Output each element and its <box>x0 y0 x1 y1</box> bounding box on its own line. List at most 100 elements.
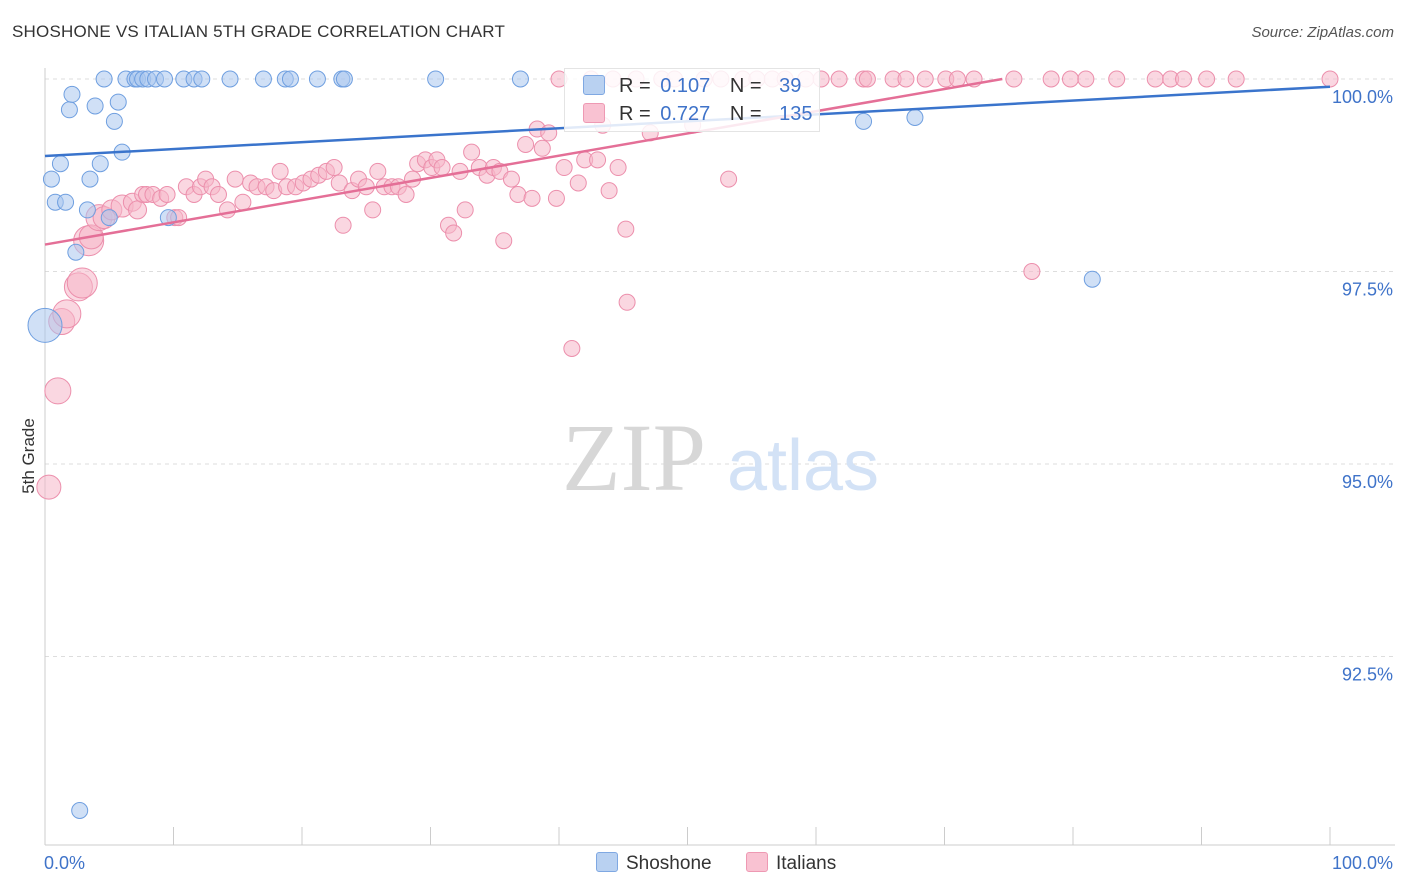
data-point <box>226 170 244 188</box>
data-point <box>67 243 85 261</box>
data-point <box>1198 70 1216 88</box>
data-point <box>523 189 541 207</box>
x-tick-label: 100.0% <box>1332 853 1393 873</box>
data-point <box>325 159 343 177</box>
legend-label: Shoshone <box>626 853 712 874</box>
watermark-zip: ZIP <box>562 404 706 511</box>
data-point <box>193 70 211 88</box>
r-label: R = <box>619 103 651 125</box>
data-point <box>618 293 636 311</box>
data-point <box>364 201 382 219</box>
data-point <box>218 201 236 219</box>
data-point <box>234 193 252 211</box>
data-point <box>27 307 63 343</box>
data-point <box>44 377 72 405</box>
stats-row-shoshone: R = 0.107 N = 39 <box>583 75 801 101</box>
data-point <box>609 159 627 177</box>
data-point <box>509 186 527 203</box>
y-tick-label: 95.0% <box>1342 472 1393 492</box>
data-point <box>91 155 109 173</box>
data-point <box>369 162 387 180</box>
data-point <box>109 93 127 111</box>
series-shoshone <box>27 70 1101 819</box>
data-point <box>1175 70 1193 88</box>
data-point <box>463 143 481 161</box>
data-point <box>334 216 352 234</box>
data-point <box>105 112 123 130</box>
data-point <box>221 70 239 88</box>
swatch-shoshone <box>583 75 605 95</box>
data-point <box>533 139 551 157</box>
chart-title: SHOSHONE VS ITALIAN 5TH GRADE CORRELATIO… <box>12 22 506 41</box>
data-point <box>156 70 174 88</box>
n-value: 135 <box>779 103 813 125</box>
legend-item-italians: Italians <box>746 852 836 875</box>
data-point <box>1005 70 1023 88</box>
data-point <box>42 170 60 188</box>
data-point <box>555 159 573 177</box>
legend-label: Italians <box>776 853 837 874</box>
data-point <box>95 70 113 88</box>
data-point <box>1108 70 1126 88</box>
data-point <box>100 209 118 227</box>
data-point <box>1321 70 1339 88</box>
data-point <box>330 174 348 192</box>
source-credit: Source: ZipAtlas.com <box>1251 24 1394 41</box>
swatch-italians <box>583 103 605 123</box>
stats-row-italians: R = 0.727 N = 135 <box>583 103 813 129</box>
data-point <box>617 220 635 238</box>
data-point <box>397 186 415 203</box>
y-tick-label: 97.5% <box>1342 280 1393 300</box>
data-point <box>906 109 924 126</box>
watermark-atlas: atlas <box>727 426 879 506</box>
data-point <box>36 474 62 500</box>
data-point <box>563 340 581 357</box>
y-tick-label: 92.5% <box>1342 665 1393 685</box>
r-label: R = <box>619 75 651 97</box>
data-point <box>128 200 148 220</box>
data-point <box>511 70 529 88</box>
data-point <box>1042 70 1060 88</box>
data-point <box>158 186 176 203</box>
data-point <box>1077 70 1095 88</box>
trend-line-italians <box>44 77 1003 246</box>
data-point <box>427 70 445 88</box>
data-point <box>71 802 89 819</box>
data-point <box>1023 263 1041 280</box>
data-point <box>1146 70 1164 88</box>
axes <box>44 68 1395 846</box>
data-point <box>456 201 474 219</box>
data-point <box>308 70 326 88</box>
data-point <box>502 170 520 188</box>
swatch-italians <box>746 852 768 872</box>
data-point <box>209 186 227 203</box>
data-point <box>1083 270 1101 288</box>
r-value: 0.107 <box>660 75 711 97</box>
data-point <box>281 70 299 88</box>
data-point <box>445 224 463 242</box>
n-value: 39 <box>779 75 802 97</box>
data-point <box>57 193 75 211</box>
data-point <box>897 70 915 88</box>
y-axis-label: 5th Grade <box>19 418 38 494</box>
data-point <box>720 170 738 188</box>
data-point <box>858 70 876 88</box>
stats-legend: R = 0.107 N = 39 R = 0.727 N = 135 <box>564 68 820 132</box>
y-tick-label: 100.0% <box>1332 87 1393 107</box>
data-point <box>1227 70 1245 88</box>
data-point <box>830 70 848 88</box>
data-point <box>78 201 96 219</box>
watermark: ZIP atlas <box>562 404 879 511</box>
n-label: N = <box>729 103 762 125</box>
data-point <box>51 155 69 173</box>
data-point <box>1061 70 1079 88</box>
data-point <box>495 232 513 250</box>
data-point <box>81 170 99 188</box>
data-point <box>569 174 587 192</box>
gridlines <box>45 78 1395 657</box>
n-label: N = <box>729 75 762 97</box>
x-tick-label: 0.0% <box>44 853 85 873</box>
data-point <box>335 70 353 88</box>
data-point <box>916 70 934 88</box>
